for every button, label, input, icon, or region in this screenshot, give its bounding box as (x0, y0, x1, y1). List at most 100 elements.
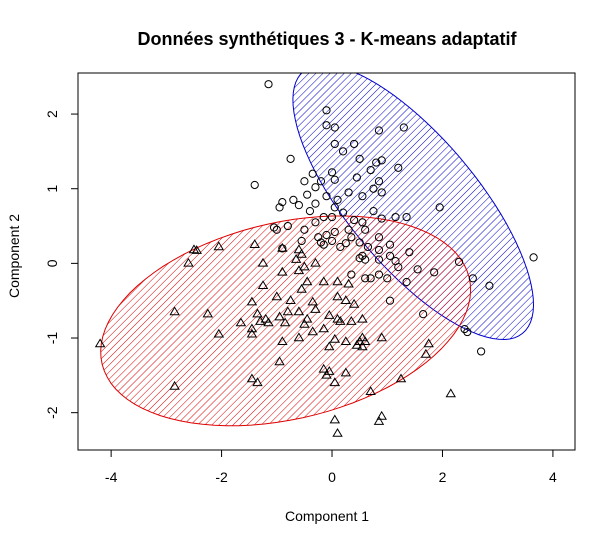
data-point (330, 139, 339, 149)
data-point (340, 295, 352, 304)
data-point (374, 126, 384, 135)
data-point (296, 283, 307, 293)
data-point (435, 203, 444, 212)
data-point (332, 276, 343, 286)
data-point (257, 257, 269, 267)
data-point (294, 201, 303, 210)
data-point (246, 323, 258, 333)
data-point (460, 324, 469, 334)
data-point (332, 428, 343, 437)
x-tick-label: 2 (439, 469, 447, 485)
data-point (311, 183, 320, 192)
data-point (191, 245, 202, 254)
data-point (300, 177, 309, 186)
data-point (318, 323, 329, 333)
data-point (293, 265, 305, 275)
data-point (394, 163, 403, 172)
data-point (373, 416, 385, 425)
data-point (399, 123, 408, 132)
data-point (338, 208, 348, 217)
data-point (169, 306, 180, 316)
data-point (296, 248, 307, 258)
data-point (336, 242, 345, 252)
data-point (293, 306, 305, 316)
data-point (330, 227, 339, 237)
data-point (372, 158, 381, 167)
data-point (318, 276, 329, 286)
data-point (318, 363, 329, 373)
chart-title: Données synthétiques 3 - K-means adaptat… (137, 29, 517, 49)
data-point (352, 173, 361, 182)
data-point (322, 192, 331, 201)
data-point (257, 280, 269, 289)
data-point (246, 373, 258, 383)
data-point (311, 199, 320, 208)
data-point (183, 257, 194, 267)
data-point (277, 336, 288, 345)
data-point (346, 316, 357, 325)
data-point (377, 156, 386, 165)
data-point (344, 225, 353, 234)
data-point (351, 339, 363, 349)
data-point (430, 268, 439, 277)
data-point (311, 218, 320, 227)
cluster-ellipses (100, 73, 535, 427)
data-point (213, 328, 225, 338)
data-point (301, 313, 313, 323)
data-point (290, 254, 302, 263)
data-point (361, 225, 370, 234)
data-point (357, 332, 368, 342)
data-point (341, 239, 350, 248)
data-point (321, 369, 332, 379)
x-tick-label: 0 (328, 469, 336, 485)
data-point (369, 184, 378, 193)
y-tick-label: 2 (44, 110, 60, 118)
data-point (316, 177, 326, 186)
data-point (420, 348, 432, 358)
data-point (391, 212, 400, 222)
data-point (272, 225, 281, 234)
data-point (419, 310, 428, 319)
y-tick-label: -1 (44, 332, 60, 345)
data-point (454, 257, 464, 266)
data-point (338, 147, 348, 156)
y-axis: -2 -1 0 1 2 (44, 110, 79, 419)
data-point (383, 274, 392, 283)
data-point (340, 367, 352, 377)
x-axis: -4 -2 0 2 4 (105, 449, 557, 485)
data-point (355, 238, 364, 247)
data-point (477, 347, 486, 356)
data-point (329, 414, 341, 424)
data-point (327, 168, 337, 177)
data-point (402, 212, 411, 222)
data-point (169, 380, 180, 390)
data-point (293, 332, 305, 342)
data-point (361, 274, 370, 283)
data-point (385, 240, 395, 249)
data-point (395, 373, 407, 383)
data-point (413, 265, 422, 274)
data-point (359, 336, 371, 345)
data-point (277, 242, 288, 252)
data-point (246, 296, 258, 306)
data-point (366, 274, 375, 283)
data-point (322, 106, 331, 115)
data-point (374, 255, 384, 264)
y-axis-label: Component 2 (6, 214, 22, 298)
data-point (376, 332, 387, 342)
data-point (324, 310, 335, 319)
data-point (278, 244, 287, 253)
data-point (250, 180, 259, 190)
data-point (213, 241, 225, 251)
data-point (332, 291, 343, 301)
data-point (394, 262, 403, 272)
data-point (324, 341, 335, 351)
data-point (369, 207, 378, 216)
data-point (301, 276, 313, 286)
data-point (279, 317, 291, 327)
data-point (285, 295, 296, 304)
data-point (485, 281, 494, 290)
data-point (350, 215, 359, 225)
data-point (310, 304, 321, 313)
data-point (463, 327, 472, 337)
